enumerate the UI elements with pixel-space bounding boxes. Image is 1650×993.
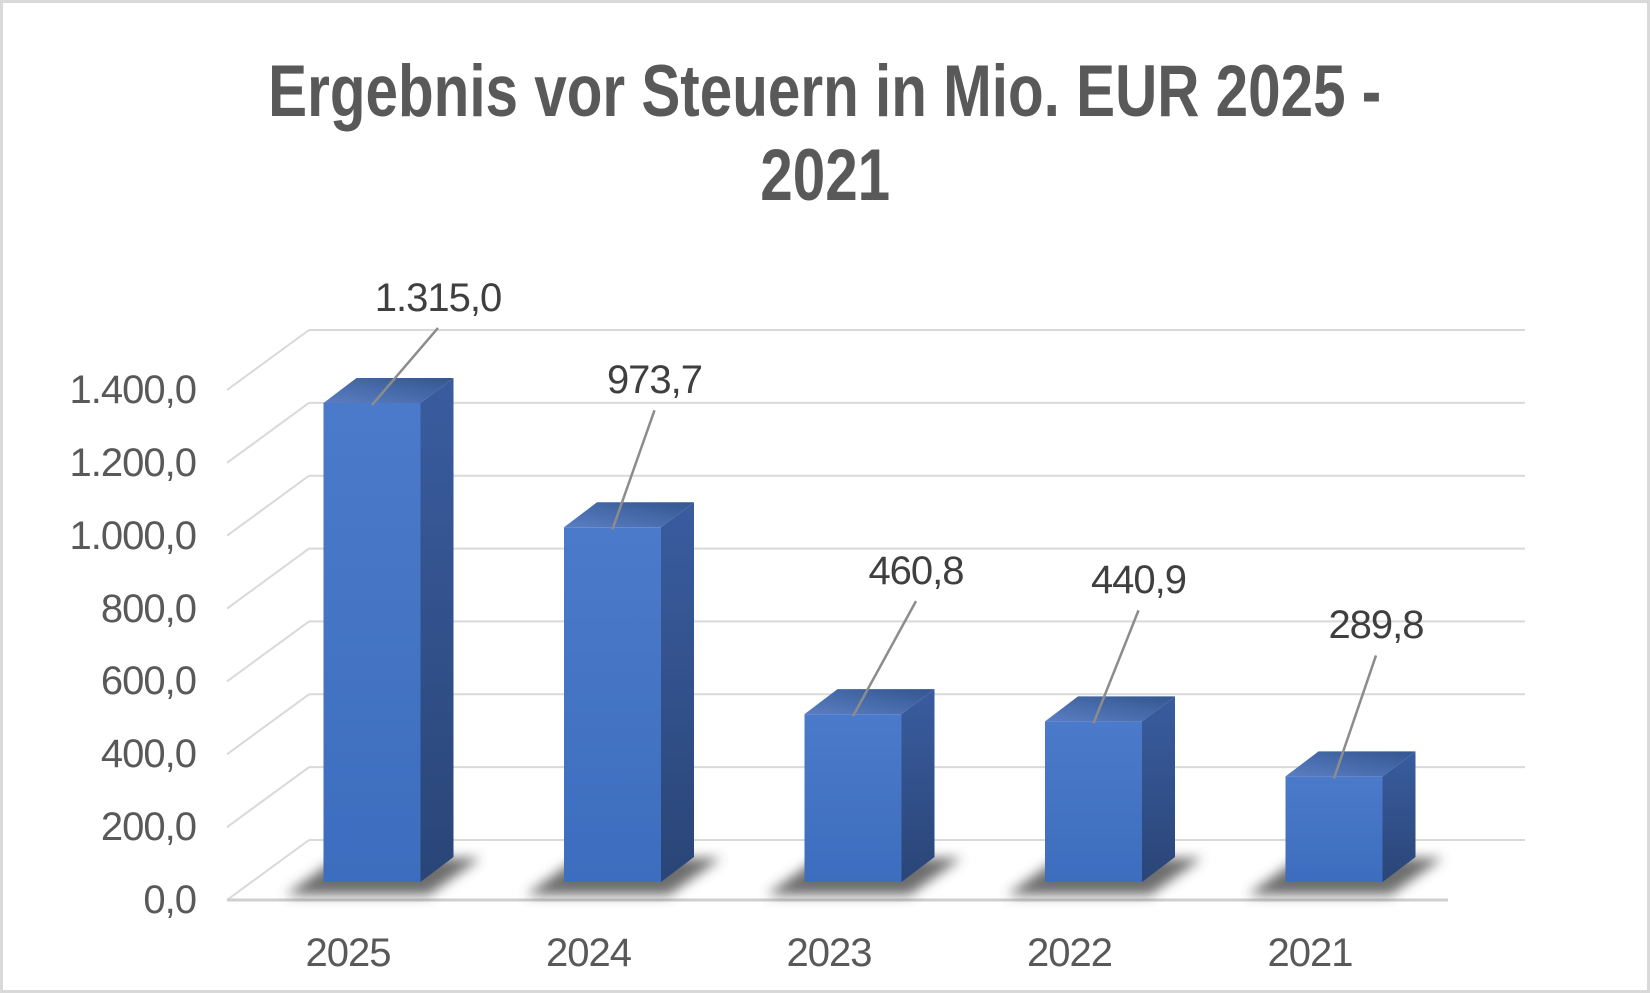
bar-top-face bbox=[804, 689, 935, 715]
data-label-2021: 289,8 bbox=[1328, 603, 1424, 648]
y-axis-tick-label: 0,0 bbox=[143, 878, 197, 922]
x-axis-category-label-2022: 2022 bbox=[1027, 931, 1113, 975]
bar-shadow bbox=[1247, 858, 1443, 895]
bar-side-face bbox=[1142, 696, 1175, 882]
y-axis-tick-label: 200,0 bbox=[100, 805, 197, 850]
bar-2025 bbox=[323, 377, 454, 882]
x-axis-category-label-2021: 2021 bbox=[1267, 931, 1354, 975]
data-label-2024: 973,7 bbox=[606, 358, 703, 403]
bar-front-face bbox=[804, 714, 902, 882]
data-label-2025: 1.315,0 bbox=[374, 275, 502, 320]
bar-front-face bbox=[1285, 776, 1383, 882]
y-axis-tick-label: 400,0 bbox=[100, 732, 197, 777]
bar-front-face bbox=[564, 527, 661, 882]
bar-2021 bbox=[1285, 751, 1416, 882]
bar-front-face bbox=[323, 402, 421, 882]
bar-side-face bbox=[1382, 751, 1416, 882]
gridline-tick-diagonal bbox=[226, 620, 310, 683]
bar-shadow bbox=[285, 858, 481, 895]
y-axis-tick-label: 600,0 bbox=[100, 659, 197, 704]
data-label-leader-line bbox=[611, 409, 656, 530]
bar-2024 bbox=[564, 502, 694, 882]
bar-top-face bbox=[323, 377, 454, 403]
data-label-leader-line bbox=[851, 600, 918, 717]
y-axis-tick-label: 1.000,0 bbox=[69, 513, 197, 558]
bar-side-face bbox=[901, 689, 935, 882]
gridline-tick-diagonal bbox=[226, 329, 310, 391]
bar-shadow bbox=[526, 858, 721, 895]
bar-front-face bbox=[1045, 721, 1142, 882]
data-label-2023: 460,8 bbox=[868, 549, 964, 594]
x-axis-category-label-2023: 2023 bbox=[786, 931, 873, 975]
bar-top-face bbox=[1285, 751, 1416, 777]
gridline-tick-diagonal bbox=[226, 402, 310, 464]
data-label-leader-line bbox=[1332, 655, 1378, 779]
gridline-tick-diagonal bbox=[226, 693, 310, 756]
bar-top-face bbox=[1045, 696, 1175, 722]
x-axis-category-label-2025: 2025 bbox=[305, 931, 392, 975]
gridline-tick-diagonal bbox=[226, 474, 310, 537]
y-axis-tick-label: 1.200,0 bbox=[69, 440, 197, 485]
chart-title: Ergebnis vor Steuern in Mio. EUR 2025 - … bbox=[0, 50, 1650, 218]
gridline-tick-diagonal bbox=[226, 766, 310, 828]
bar-shadow bbox=[766, 858, 962, 895]
bar-side-face bbox=[420, 377, 454, 882]
data-label-leader-line bbox=[1092, 609, 1140, 724]
data-label-leader-line bbox=[371, 327, 439, 406]
bar-shadow bbox=[1007, 858, 1202, 895]
x-axis-category-label-2024: 2024 bbox=[546, 931, 632, 975]
gridline-tick-diagonal bbox=[226, 839, 310, 901]
bar-2022 bbox=[1045, 696, 1175, 882]
bar-top-face bbox=[564, 502, 694, 528]
bar-side-face bbox=[661, 502, 694, 882]
chart-title-line-1: Ergebnis vor Steuern in Mio. EUR 2025 - bbox=[268, 51, 1382, 132]
bar-2023 bbox=[804, 689, 935, 882]
data-label-2022: 440,9 bbox=[1090, 558, 1187, 603]
chart-title-line-2: 2021 bbox=[760, 135, 890, 216]
gridline-tick-diagonal bbox=[226, 547, 310, 610]
y-axis-tick-label: 1.400,0 bbox=[69, 368, 197, 412]
y-axis-tick-label: 800,0 bbox=[100, 586, 197, 631]
